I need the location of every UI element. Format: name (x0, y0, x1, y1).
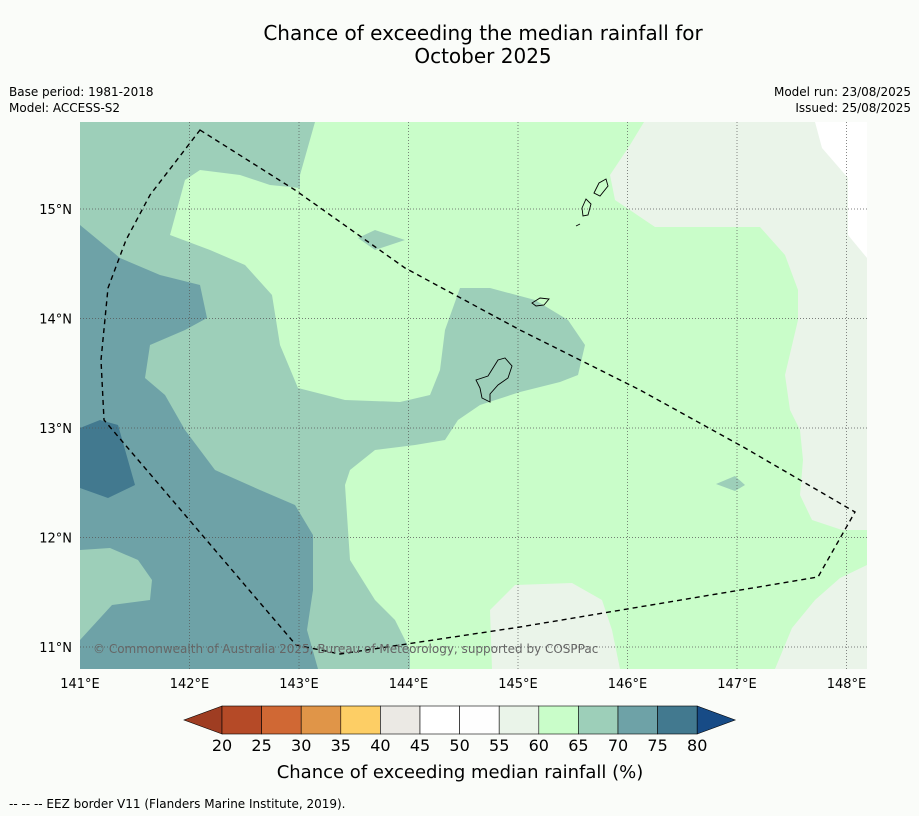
meta-right: Model run: 23/08/2025 Issued: 25/08/2025 (774, 84, 911, 116)
base-period: Base period: 1981-2018 (9, 85, 154, 99)
model-run: Model run: 23/08/2025 (773, 85, 911, 99)
colorbar-swatch (221, 705, 262, 735)
eez-border (100, 129, 856, 655)
colorbar-tick-label: 75 (647, 736, 667, 755)
lat-tick-label: 12°N (39, 532, 72, 547)
lon-tick-label: 145°E (498, 677, 538, 692)
colorbar-swatch (538, 705, 579, 735)
colorbar-swatch (657, 705, 698, 735)
lon-tick-label: 148°E (827, 677, 867, 692)
rota-island (531, 297, 550, 307)
colorbar-swatch (498, 705, 540, 735)
map-title: Chance of exceeding the median rainfall … (0, 22, 919, 68)
colorbar-tick-label: 40 (370, 736, 390, 755)
latitude-labels: 15°N 14°N 13°N 12°N 11°N (39, 203, 72, 656)
colorbar-tick-label: 35 (331, 736, 351, 755)
title-line-2: October 2025 (414, 44, 552, 68)
lon-tick-label: 146°E (608, 677, 648, 692)
map-area (80, 122, 867, 669)
colorbar-swatch (419, 705, 460, 735)
copyright-text: © Commonwealth of Australia 2025, Bureau… (93, 642, 598, 656)
colorbar-tick-label: 25 (251, 736, 271, 755)
graticule (80, 122, 867, 669)
colorbar-swatch (261, 705, 302, 735)
lon-tick-label: 147°E (717, 677, 757, 692)
colorbar-swatch (459, 705, 500, 735)
title-line-1: Chance of exceeding the median rainfall … (263, 21, 703, 45)
colorbar-tick-label: 80 (687, 736, 707, 755)
guam-island (475, 357, 513, 403)
meta-left: Base period: 1981-2018 Model: ACCESS-S2 (9, 84, 154, 116)
colorbar-tick-label: 45 (410, 736, 430, 755)
colorbar-extend-low (183, 705, 223, 735)
colorbar-tick-label: 65 (568, 736, 588, 755)
aguijan-island (575, 223, 581, 227)
colorbar: 20 25 30 35 40 45 50 55 60 65 70 75 80 (183, 705, 737, 755)
saipan-island (593, 178, 609, 197)
colorbar-tick-label: 55 (489, 736, 509, 755)
colorbar-swatch (300, 705, 342, 735)
lat-tick-label: 15°N (39, 203, 72, 218)
lat-tick-label: 14°N (39, 313, 72, 328)
colorbar-tick-label: 50 (449, 736, 469, 755)
colorbar-extend-high (696, 705, 737, 735)
colorbar-swatch (617, 705, 658, 735)
lon-tick-label: 144°E (389, 677, 429, 692)
eez-legend-note: -- -- -- EEZ border V11 (Flanders Marine… (9, 797, 346, 811)
region-55-60-se (775, 565, 867, 669)
region-55-60-south (490, 583, 620, 669)
lon-tick-label: 143°E (279, 677, 319, 692)
issued-date: Issued: 25/08/2025 (795, 101, 911, 115)
model-name: Model: ACCESS-S2 (9, 101, 121, 115)
lat-tick-label: 11°N (39, 641, 72, 656)
region-55-60-east (610, 122, 867, 530)
lon-tick-label: 142°E (170, 677, 210, 692)
longitude-labels: 141°E 142°E 143°E 144°E 145°E 146°E 147°E 148°E (60, 677, 866, 692)
colorbar-swatch (578, 705, 619, 735)
colorbar-tick-label: 20 (212, 736, 232, 755)
tinian-island (581, 198, 592, 217)
region-65-70-blob-east (716, 476, 745, 491)
colorbar-title: Chance of exceeding median rainfall (%) (277, 762, 644, 783)
lon-tick-label: 141°E (60, 677, 100, 692)
colorbar-tick-label: 70 (608, 736, 628, 755)
region-65-70-blob-north (358, 230, 405, 250)
region-70-75 (80, 225, 318, 669)
colorbar-tick-label: 30 (291, 736, 311, 755)
lat-tick-label: 13°N (39, 422, 72, 437)
colorbar-swatch (380, 705, 421, 735)
colorbar-tick-label: 60 (529, 736, 549, 755)
colorbar-swatch (340, 705, 381, 735)
region-50-55-ne (815, 122, 867, 258)
